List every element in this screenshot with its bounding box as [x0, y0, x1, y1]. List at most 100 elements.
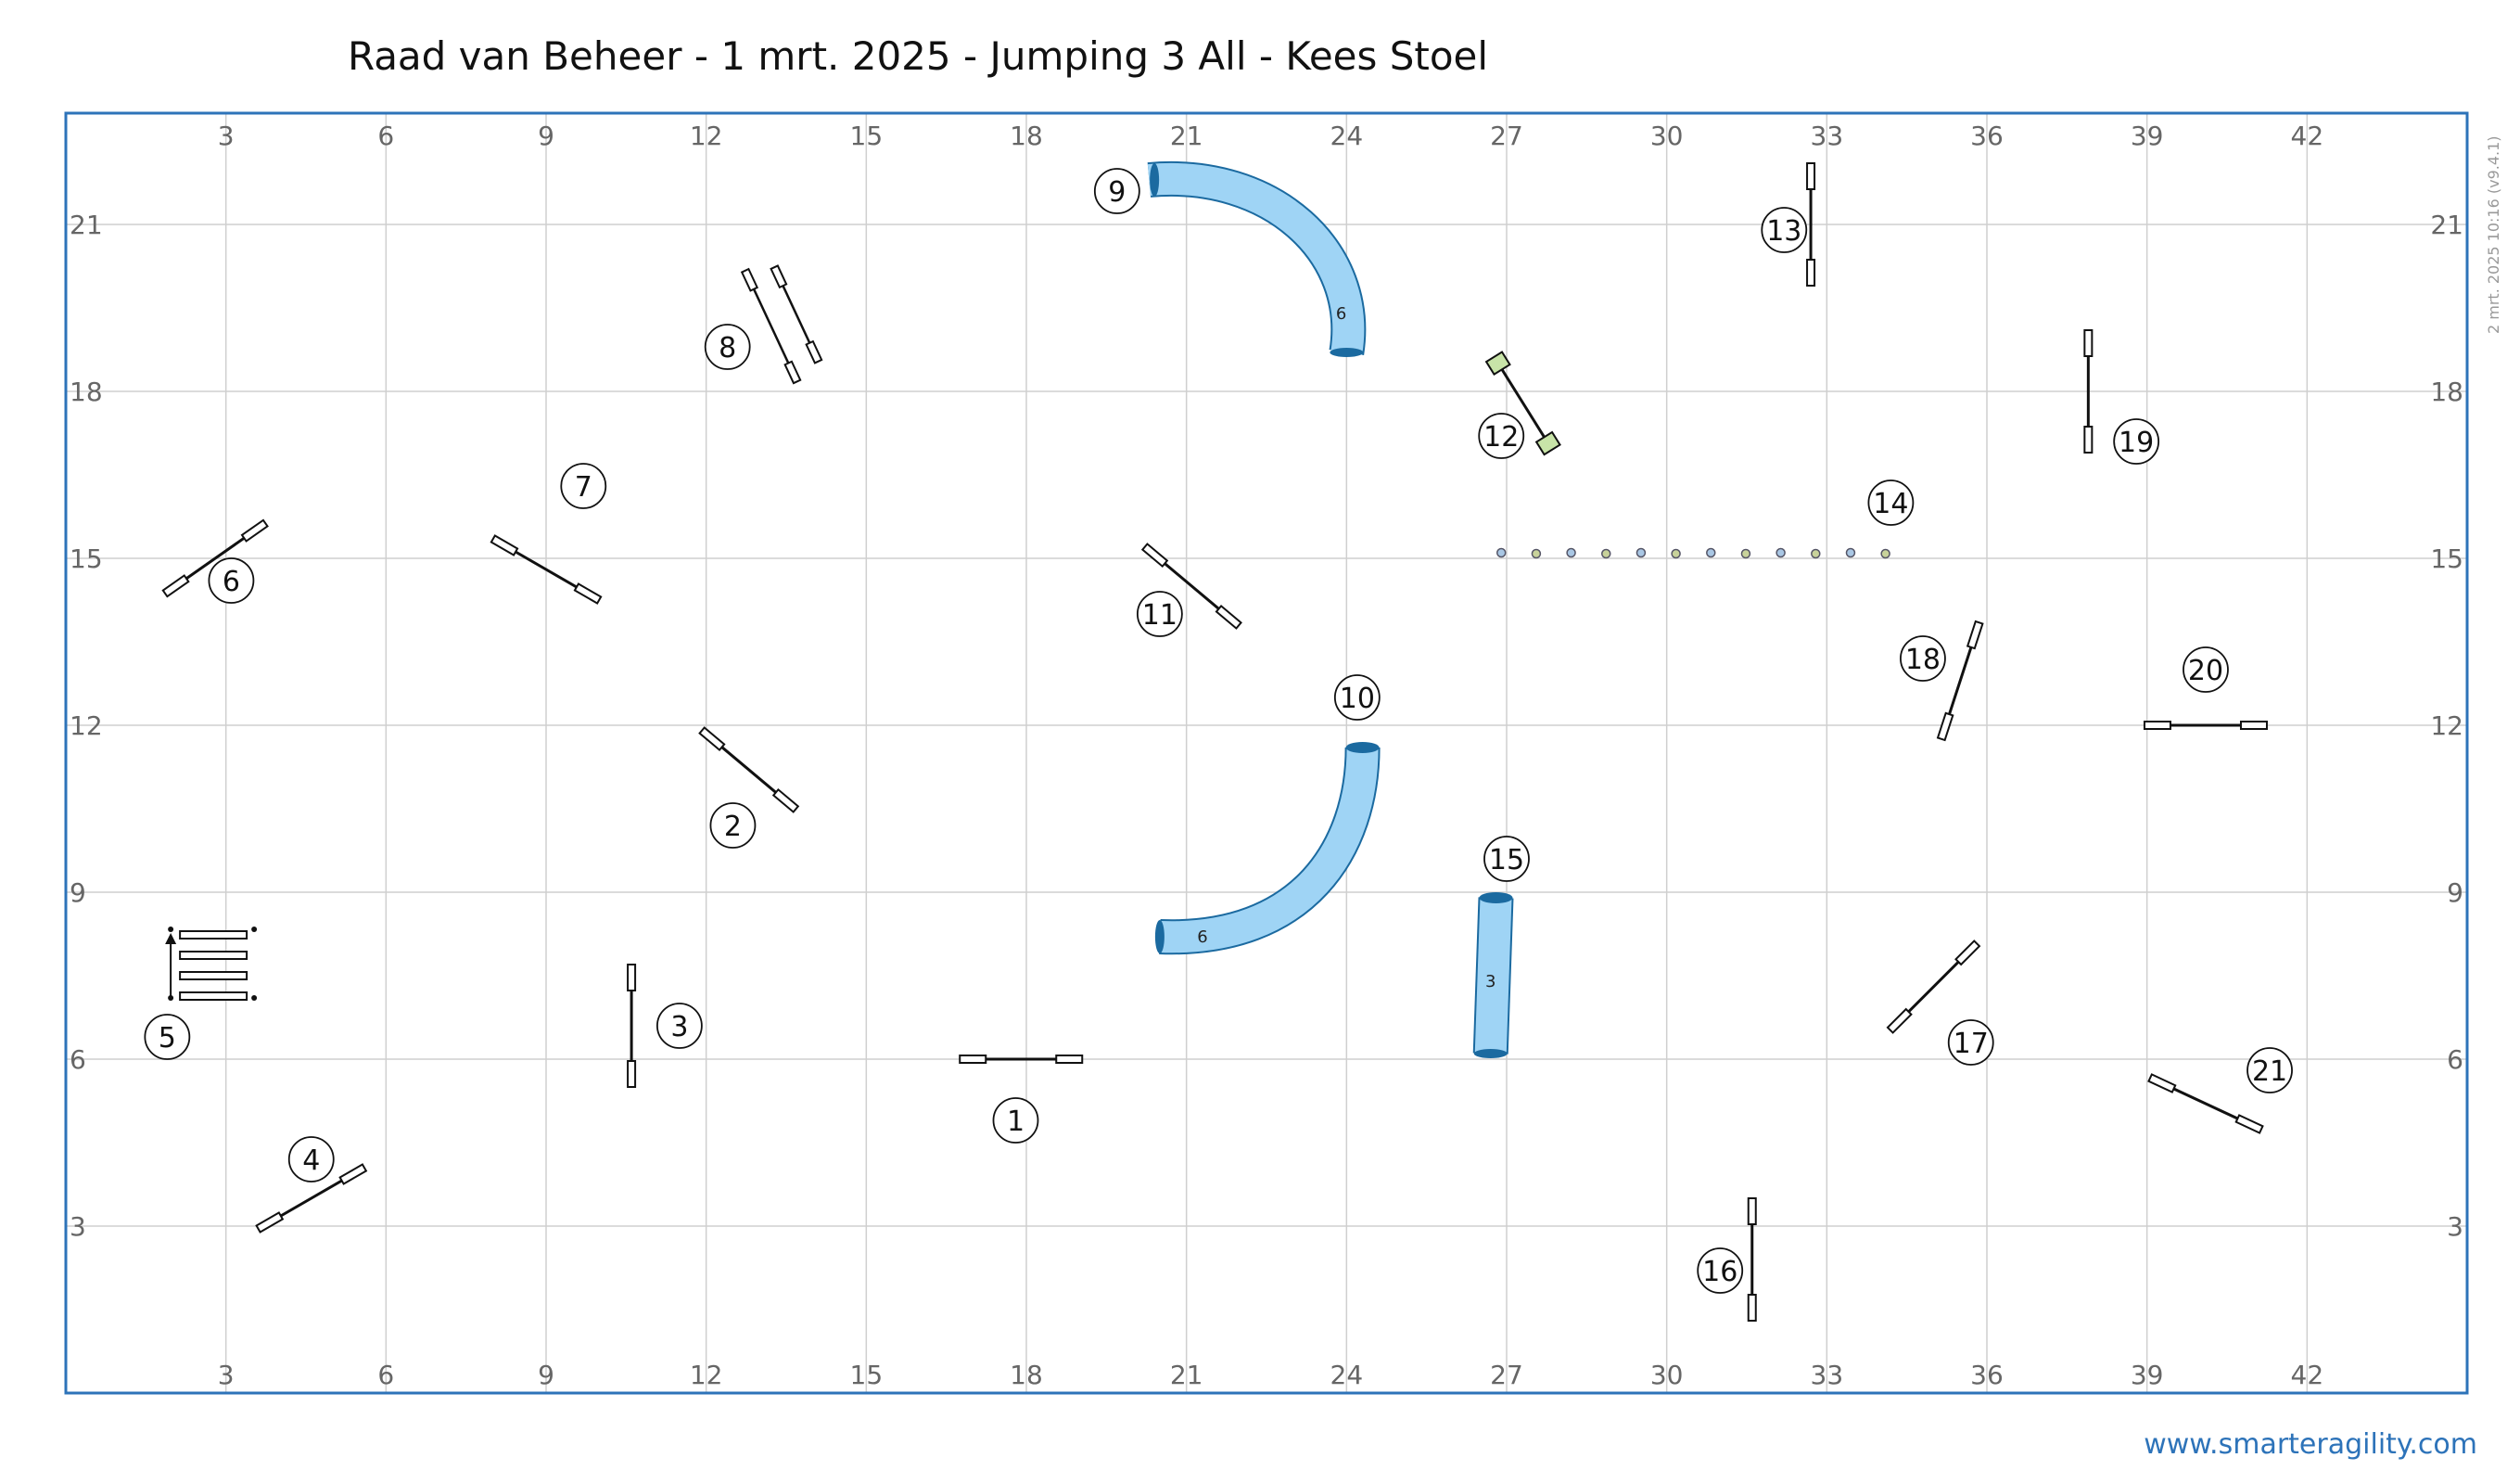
grid-lines — [66, 113, 2467, 1393]
svg-text:18: 18 — [1905, 644, 1941, 676]
x-tick-label: 15 — [850, 1360, 884, 1390]
x-tick-label: 36 — [1970, 1360, 2004, 1390]
svg-text:7: 7 — [575, 471, 592, 504]
obstacle-number-11: 11 — [1136, 591, 1183, 637]
obstacle-number-16: 16 — [1697, 1247, 1744, 1294]
jump-11 — [1140, 543, 1242, 630]
obstacle-number-8: 8 — [704, 324, 751, 370]
x-tick-label: 27 — [1490, 1360, 1523, 1390]
x-tick-label: 9 — [538, 1360, 554, 1390]
obstacle-number-12: 12 — [1478, 413, 1525, 459]
x-tick-label: 24 — [1330, 1360, 1364, 1390]
y-tick-label: 15 — [2430, 543, 2463, 574]
svg-text:19: 19 — [2119, 427, 2154, 459]
y-tick-label: 3 — [70, 1211, 86, 1242]
x-tick-label: 39 — [2131, 121, 2164, 151]
tunnel-9 — [1147, 160, 1367, 357]
tunnel-10 — [1154, 742, 1381, 955]
obstacle-number-15: 15 — [1483, 836, 1530, 882]
obstacle-number-17: 17 — [1947, 1019, 1994, 1066]
jump-19 — [2083, 329, 2094, 454]
x-tick-label: 30 — [1650, 121, 1684, 151]
obstacles-layer: 6 6 3 — [161, 160, 2268, 1322]
x-tick-label: 33 — [1811, 1360, 1844, 1390]
obstacle-number-3: 3 — [655, 1003, 703, 1049]
obstacle-number-2: 2 — [709, 802, 757, 849]
svg-text:17: 17 — [1954, 1028, 1989, 1060]
svg-text:10: 10 — [1340, 683, 1375, 715]
x-tick-label: 42 — [2291, 121, 2324, 151]
obstacle-number-7: 7 — [560, 463, 607, 509]
long-jump-14 — [1495, 547, 1890, 559]
x-tick-label: 3 — [218, 1360, 235, 1390]
svg-text:3: 3 — [670, 1011, 688, 1043]
obstacle-number-18: 18 — [1900, 635, 1946, 682]
svg-text:1: 1 — [1007, 1106, 1025, 1138]
obstacle-number-13: 13 — [1761, 207, 1808, 253]
jump-16 — [1747, 1197, 1757, 1322]
x-tick-label: 15 — [850, 121, 884, 151]
y-tick-label: 21 — [70, 210, 103, 240]
obstacle-number-5: 5 — [144, 1014, 191, 1060]
jump-18 — [1936, 620, 1984, 742]
y-tick-label: 9 — [2447, 877, 2463, 908]
y-tick-label: 6 — [70, 1044, 86, 1075]
obstacle-number-1: 1 — [992, 1097, 1039, 1144]
version-stamp: 2 mrt. 2025 10:16 (v9.4.1) — [2485, 135, 2502, 334]
x-tick-label: 12 — [690, 1360, 723, 1390]
obstacle-number-9: 9 — [1093, 168, 1140, 214]
double-jump-8 — [740, 264, 823, 385]
y-tick-label: 18 — [70, 377, 103, 407]
obstacle-number-4: 4 — [287, 1136, 335, 1183]
tunnel-length-9: 6 — [1336, 304, 1346, 324]
jump-2 — [698, 726, 800, 813]
svg-text:2: 2 — [724, 811, 742, 843]
svg-text:12: 12 — [1483, 421, 1519, 454]
obstacle-number-6: 6 — [208, 557, 255, 604]
x-tick-label: 21 — [1170, 1360, 1203, 1390]
jump-4 — [255, 1163, 368, 1234]
y-tick-label: 12 — [2430, 710, 2463, 741]
obstacle-number-10: 10 — [1333, 674, 1381, 721]
tunnel-length-15: 3 — [1485, 972, 1495, 991]
obstacle-number-21: 21 — [2246, 1047, 2293, 1093]
y-tick-label: 12 — [70, 710, 103, 741]
x-tick-label: 6 — [377, 121, 394, 151]
x-tick-label: 9 — [538, 121, 554, 151]
x-tick-label: 27 — [1490, 121, 1523, 151]
course-title: Raad van Beheer - 1 mrt. 2025 - Jumping … — [347, 33, 1489, 79]
jump-1 — [959, 1055, 1084, 1064]
watermark-link[interactable]: www.smarteragility.com — [2144, 1428, 2477, 1461]
y-tick-label: 6 — [2447, 1044, 2463, 1075]
x-tick-label: 39 — [2131, 1360, 2164, 1390]
axis-ticks: 3366991212151518182121242427273030333336… — [70, 121, 2463, 1390]
x-tick-label: 18 — [1010, 1360, 1043, 1390]
svg-text:15: 15 — [1489, 844, 1524, 876]
y-tick-label: 9 — [70, 877, 86, 908]
x-tick-label: 6 — [377, 1360, 394, 1390]
x-tick-label: 30 — [1650, 1360, 1684, 1390]
x-tick-label: 21 — [1170, 121, 1203, 151]
arena-border — [64, 111, 2469, 1395]
svg-text:14: 14 — [1873, 488, 1908, 520]
x-tick-label: 12 — [690, 121, 723, 151]
y-tick-label: 15 — [70, 543, 103, 574]
obstacle-number-20: 20 — [2183, 646, 2229, 693]
obstacle-number-14: 14 — [1867, 479, 1915, 526]
tunnel-length-10: 6 — [1197, 927, 1207, 947]
jump-20 — [2143, 721, 2268, 730]
x-tick-label: 36 — [1970, 121, 2004, 151]
x-tick-label: 3 — [218, 121, 235, 151]
svg-text:5: 5 — [159, 1022, 176, 1055]
x-tick-label: 18 — [1010, 121, 1043, 151]
jump-6 — [161, 518, 269, 598]
svg-text:4: 4 — [302, 1144, 320, 1177]
jump-13 — [1806, 162, 1816, 287]
tunnel-15 — [1472, 892, 1514, 1058]
svg-text:6: 6 — [223, 566, 240, 598]
svg-text:16: 16 — [1702, 1256, 1737, 1288]
y-tick-label: 3 — [2447, 1211, 2463, 1242]
jump-7 — [490, 534, 603, 605]
x-tick-label: 33 — [1811, 121, 1844, 151]
